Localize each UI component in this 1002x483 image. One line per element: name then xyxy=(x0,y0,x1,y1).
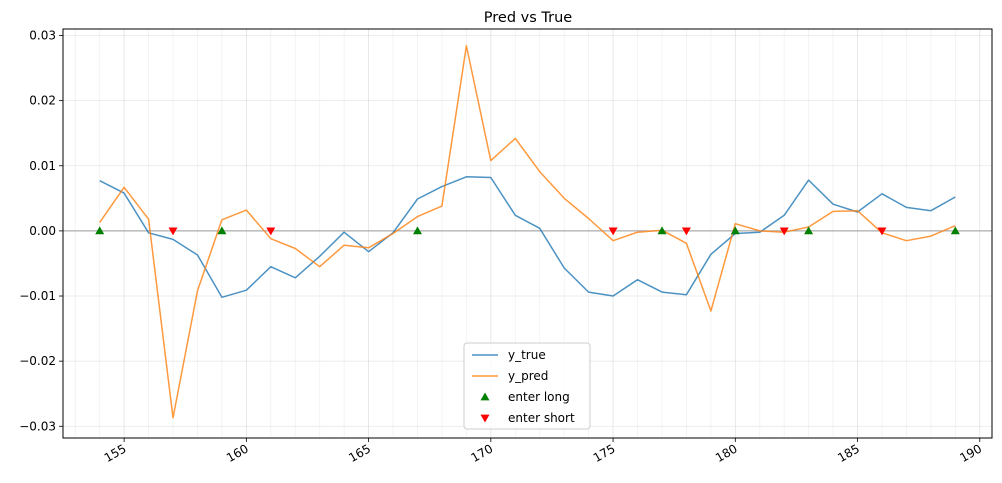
enter-long-marker xyxy=(95,226,105,235)
y-tick-label: 0.02 xyxy=(29,94,56,108)
enter-short-marker xyxy=(168,227,178,236)
legend-label: y_pred xyxy=(508,369,548,383)
enter-long-marker xyxy=(804,226,814,235)
enter-long-marker xyxy=(657,226,667,235)
legend-label: y_true xyxy=(508,348,546,362)
x-tick-label: 160 xyxy=(224,441,251,465)
x-tick-label: 165 xyxy=(346,441,373,465)
enter-long-marker xyxy=(413,226,422,235)
series-line-y_pred xyxy=(99,45,956,419)
x-axis: 155 160 165 170 175 180 185 190 xyxy=(102,438,984,465)
enter-long-marker xyxy=(730,226,740,235)
series-line-y_true xyxy=(99,176,956,299)
enter-short-marker xyxy=(877,227,887,236)
legend-swatch-enter-short xyxy=(480,414,490,423)
chart-title: Pred vs True xyxy=(484,10,572,26)
legend-box xyxy=(463,342,591,430)
y-tick-label: 0.00 xyxy=(29,224,56,238)
y-tick-label: −0.02 xyxy=(19,354,56,368)
enter-long-marker xyxy=(217,226,227,235)
y-tick-label: 0.01 xyxy=(29,159,56,173)
y-tick-label: −0.01 xyxy=(19,289,56,303)
enter-short-marker xyxy=(681,227,691,236)
entry-markers xyxy=(95,226,960,236)
enter-short-marker xyxy=(779,227,789,236)
y-tick-label: 0.03 xyxy=(29,29,56,43)
x-tick-label: 170 xyxy=(468,441,495,465)
legend-label: enter short xyxy=(508,411,575,425)
legend-label: enter long xyxy=(508,390,570,404)
x-tick-label: 190 xyxy=(957,441,984,465)
x-tick-label: 185 xyxy=(835,441,862,465)
enter-short-marker xyxy=(266,227,276,236)
plot-frame xyxy=(62,28,993,439)
y-tick-label: −0.03 xyxy=(19,419,56,433)
x-tick-label: 155 xyxy=(102,441,129,465)
enter-long-marker xyxy=(950,226,960,235)
enter-short-marker xyxy=(608,227,618,236)
x-tick-label: 175 xyxy=(591,441,618,465)
y-axis: −0.03 −0.02 −0.01 0.00 0.01 0.02 0.03 xyxy=(19,29,63,433)
x-tick-label: 180 xyxy=(713,441,740,465)
series-lines xyxy=(99,45,956,419)
legend-swatch-enter-long xyxy=(480,392,490,401)
